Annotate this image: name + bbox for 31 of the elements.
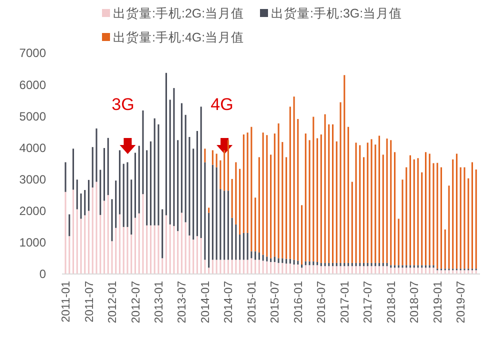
legend-label: 出货量:手机:3G:当月值 <box>271 6 402 20</box>
legend-label: 出货量:手机:4G:当月值 <box>113 30 244 44</box>
annotation: 4G <box>210 95 234 114</box>
x-tick-label: 2011-01 <box>60 281 73 322</box>
x-tick-label: 2014-07 <box>223 281 236 324</box>
x-tick-label: 2016-01 <box>292 281 305 324</box>
x-tick-label: 2019-07 <box>456 281 468 324</box>
x-tick-label: 2016-07 <box>316 281 328 324</box>
x-tick-label: 2014-01 <box>200 281 212 324</box>
x-tick-label: 2017-01 <box>339 281 352 324</box>
y-tick-label: 0 <box>39 267 46 282</box>
x-tick-label: 2011-07 <box>84 281 96 322</box>
y-tick-label: 7000 <box>19 46 46 60</box>
y-tick-label: 6000 <box>19 78 46 92</box>
x-tick-label: 2013-01 <box>153 281 166 324</box>
x-tick-label: 2018-07 <box>409 281 422 324</box>
x-tick-label: 2015-07 <box>270 281 282 324</box>
x-tick-label: 2017-07 <box>362 281 375 324</box>
x-tick-label: 2012-07 <box>130 281 142 324</box>
x-tick-label: 2012-01 <box>107 281 120 324</box>
y-tick-label: 3000 <box>19 172 46 186</box>
y-tick-label: 1000 <box>19 236 46 250</box>
y-tick-label: 5000 <box>19 109 46 124</box>
x-tick-label: 2013-07 <box>176 281 189 324</box>
x-tick-label: 2019-01 <box>432 281 444 324</box>
x-tick-label: 2015-01 <box>246 281 258 324</box>
y-tick-label: 4000 <box>19 140 46 155</box>
annotation: 3G <box>112 95 134 114</box>
y-tick-label: 2000 <box>19 204 46 218</box>
legend-label: 出货量:手机:2G:当月值 <box>113 6 244 20</box>
x-tick-label: 2018-01 <box>386 281 398 324</box>
